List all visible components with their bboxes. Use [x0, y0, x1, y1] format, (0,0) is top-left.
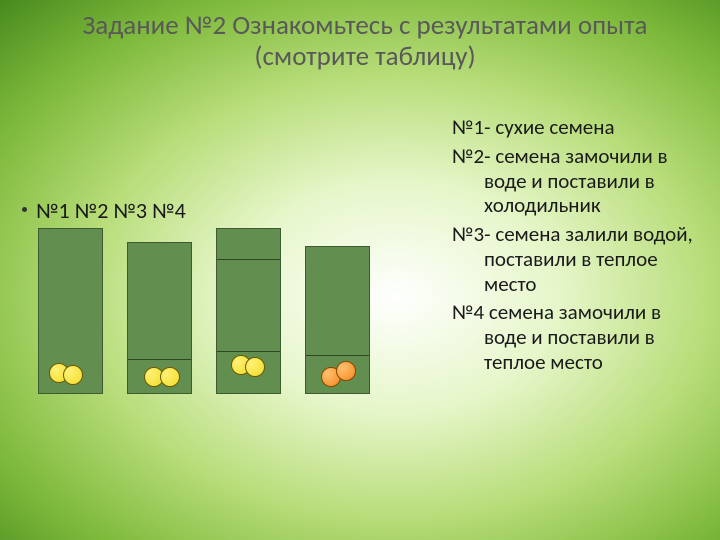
legend-item-3: №3- семена залили водой, поставили в теп… — [452, 222, 704, 296]
tube-number-labels: №1 №2 №3 №4 — [36, 197, 186, 224]
legend-item-1: №1- сухие семена — [452, 115, 704, 140]
water-line — [217, 351, 280, 352]
legend-item-4: №4 семена замочили в воде и поставили в … — [452, 300, 704, 374]
legend: №1- сухие семена №2- семена замочили в в… — [452, 115, 704, 379]
tube-2 — [127, 242, 192, 394]
water-line — [217, 259, 280, 260]
tube-3 — [216, 228, 281, 394]
tube-1 — [38, 228, 103, 394]
water-line — [306, 355, 369, 356]
seed-yellow-icon — [160, 367, 180, 387]
seed-yellow-icon — [63, 365, 83, 385]
tubes-row — [38, 228, 370, 394]
water-line — [128, 359, 191, 360]
seed-orange-icon — [336, 361, 356, 381]
seed-yellow-icon — [245, 357, 265, 377]
bullet-icon — [22, 207, 27, 212]
slide-title: Задание №2 Ознакомьтесь с результатами о… — [50, 10, 680, 72]
legend-item-2: №2- семена замочили в воде и поставили в… — [452, 144, 704, 218]
tube-4 — [305, 246, 370, 394]
